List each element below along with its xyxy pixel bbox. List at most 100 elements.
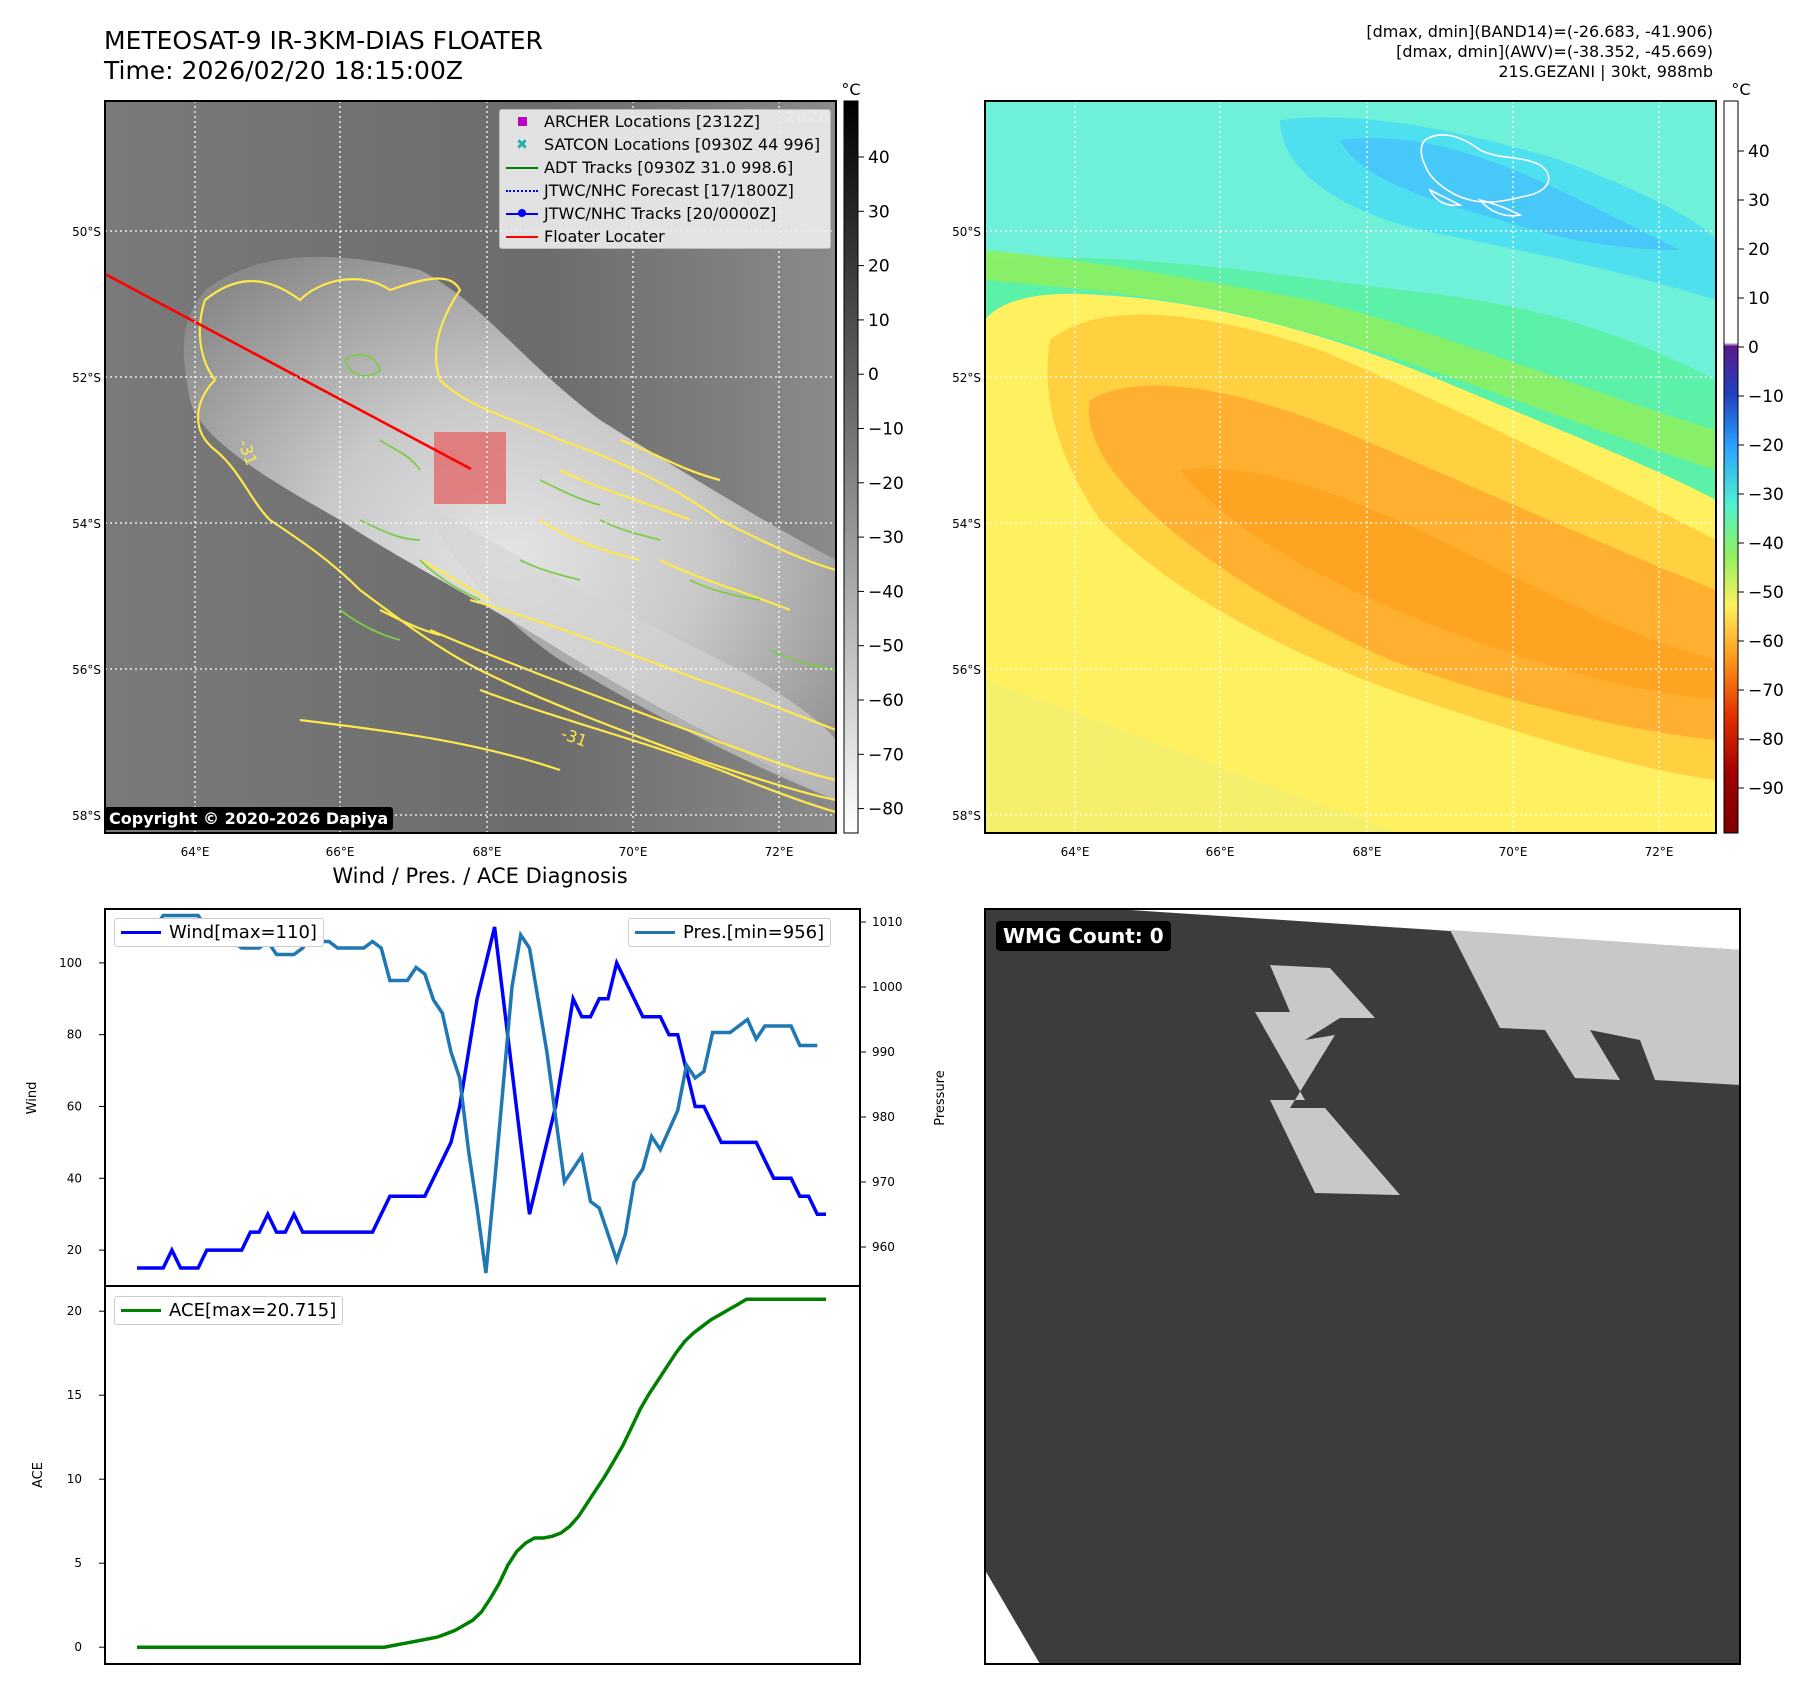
legend-item-tracks: JTWC/NHC Tracks [20/0000Z] [500,202,830,225]
lon-tick-label: 70°E [1499,845,1528,859]
lat-tick-label: 56°S [952,663,981,677]
colorbar-tick-label: −50 [1748,583,1784,603]
info-line-3: 21S.GEZANI | 30kt, 988mb [1498,62,1713,81]
ace-chart: 0 5 10 15 20 ACE [31,1285,861,1665]
legend-label: ARCHER Locations [2312Z] [544,112,761,131]
legend-label: JTWC/NHC Forecast [17/1800Z] [544,181,794,200]
lon-tick-label: 68°E [473,845,502,859]
ace-tick-label: 10 [67,1472,82,1486]
colorbar-tick-label: −80 [1748,730,1784,750]
wind-tick-label: 40 [67,1171,82,1185]
lon-tick-label: 70°E [619,845,648,859]
lat-tick-label: 50°S [72,225,101,239]
legend-label: Floater Locater [544,227,665,246]
legend-label: JTWC/NHC Tracks [20/0000Z] [544,204,777,223]
wmg-image [985,909,1740,1664]
wv-colorbar-ticks: 40 30 20 10 0 −10 −20 −30 −40 −50 −60 −70 −80 −90 [1738,142,1784,799]
ir-lon-labels: 64°E 66°E 68°E 70°E 72°E [181,845,794,859]
colorbar-tick-label: −60 [868,691,904,711]
colorbar-tick-label: 20 [1748,240,1770,260]
pressure-axis-ticks: 960 970 980 990 1000 1010 [860,915,903,1254]
colorbar-tick-label: −20 [868,474,904,494]
pressure-series-line [137,913,818,1274]
ir-panel: -31 -31 2026 50°S52°S54°S56°S58°S 64°E66… [72,100,837,859]
colorbar-tick-label: 0 [868,365,879,385]
wind-pressure-chart: 20 40 60 80 100 960 970 980 990 1000 1010 Wind Pr… [25,908,948,1287]
legend-item-floater: Floater Locater [500,225,830,248]
colorbar-tick-label: 0 [1748,338,1759,358]
ace-tick-label: 20 [67,1304,82,1318]
lon-tick-label: 64°E [181,845,210,859]
ace-tick-label: 0 [74,1640,82,1654]
ace-axis-ticks: 0 5 10 15 20 [67,1304,105,1654]
pressure-tick-label: 1000 [872,980,903,994]
legend-item-archer: ARCHER Locations [2312Z] [500,110,830,133]
wind-pressure-lines [137,913,826,1274]
lat-tick-label: 58°S [72,809,101,823]
lon-tick-label: 68°E [1353,845,1382,859]
colorbar-tick-label: −30 [1748,485,1784,505]
colorbar-tick-label: 30 [1748,191,1770,211]
ir-gridlines [105,101,836,833]
wv-colorbar: °C 40 30 20 10 0 −10 −20 −30 −40 −50 −60 −70 −80 −90 [1723,80,1784,834]
wind-series-line [137,926,826,1270]
colorbar-tick-label: 40 [1748,142,1770,162]
title-line-1: METEOSAT-9 IR-3KM-DIAS FLOATER [104,26,543,55]
pressure-tick-label: 980 [872,1110,895,1124]
info-line-1: [dmax, dmin](BAND14)=(-26.683, -41.906) [1366,22,1713,41]
colorbar-tick-label: −30 [868,528,904,548]
colorbar-tick-label: 10 [868,311,890,331]
colorbar-tick-label: −80 [868,800,904,820]
colorbar-tick-label: −70 [868,745,904,765]
pressure-axis-label: Pressure [933,1070,948,1126]
info-line-2: [dmax, dmin](AWV)=(-38.352, -45.669) [1396,42,1713,61]
copyright-badge: Copyright © 2020-2026 Dapiya [104,807,394,830]
lat-tick-label: 54°S [952,517,981,531]
wind-axis-ticks: 20 40 60 80 100 [59,956,105,1257]
ir-contours-green [339,353,836,671]
legend-item-forecast: JTWC/NHC Forecast [17/1800Z] [500,179,830,202]
ace-tick-label: 5 [74,1556,82,1570]
wv-lat-labels: 50°S 52°S 54°S 56°S 58°S [952,225,981,823]
ace-legend: ACE[max=20.715] [114,1296,344,1325]
lon-tick-label: 64°E [1061,845,1090,859]
wv-island-outline [1420,134,1550,217]
wind-tick-label: 60 [67,1099,82,1113]
figure-title: METEOSAT-9 IR-3KM-DIAS FLOATER Time: 2026… [104,26,543,86]
colorbar-tick-label: 10 [1748,289,1770,309]
pressure-tick-label: 1010 [872,915,903,929]
ace-legend-label: ACE[max=20.715] [169,1300,337,1321]
wind-tick-label: 100 [59,956,82,970]
wv-colorbar-unit: °C [1731,80,1750,99]
ir-colorbar-unit: °C [841,80,860,99]
colorbar-tick-label: −10 [1748,387,1784,407]
ir-contours-yellow [197,277,836,814]
ace-tick-label: 15 [67,1388,82,1402]
wind-legend: Wind[max=110] [114,918,324,947]
wind-axis-label: Wind [25,1082,40,1115]
lat-tick-label: 50°S [952,225,981,239]
wv-image [985,101,1716,833]
colorbar-tick-label: −90 [1748,779,1784,799]
colorbar-tick-label: −50 [868,637,904,657]
wmg-count-badge: WMG Count: 0 [996,921,1171,951]
colorbar-tick-label: −40 [868,582,904,602]
wind-legend-label: Wind[max=110] [169,922,317,943]
wind-tick-label: 20 [67,1243,82,1257]
pressure-legend-label: Pres.[min=956] [683,922,825,943]
figure-info: [dmax, dmin](BAND14)=(-26.683, -41.906)[… [1366,22,1713,82]
legend-label: SATCON Locations [0930Z 44 996] [544,135,821,154]
colorbar-tick-label: −60 [1748,632,1784,652]
colorbar-tick-label: 30 [868,202,890,222]
ir-legend: ARCHER Locations [2312Z] ✖ SATCON Locatio… [499,109,831,249]
wv-lon-labels: 64°E 66°E 68°E 70°E 72°E [1061,845,1674,859]
wv-gridlines [985,101,1716,833]
colorbar-tick-label: −10 [868,420,904,440]
diagnosis-title: Wind / Pres. / ACE Diagnosis [332,864,628,888]
colorbar-tick-label: 40 [868,148,890,168]
colorbar-tick-label: −20 [1748,436,1784,456]
wind-tick-label: 80 [67,1028,82,1042]
lon-tick-label: 72°E [765,845,794,859]
